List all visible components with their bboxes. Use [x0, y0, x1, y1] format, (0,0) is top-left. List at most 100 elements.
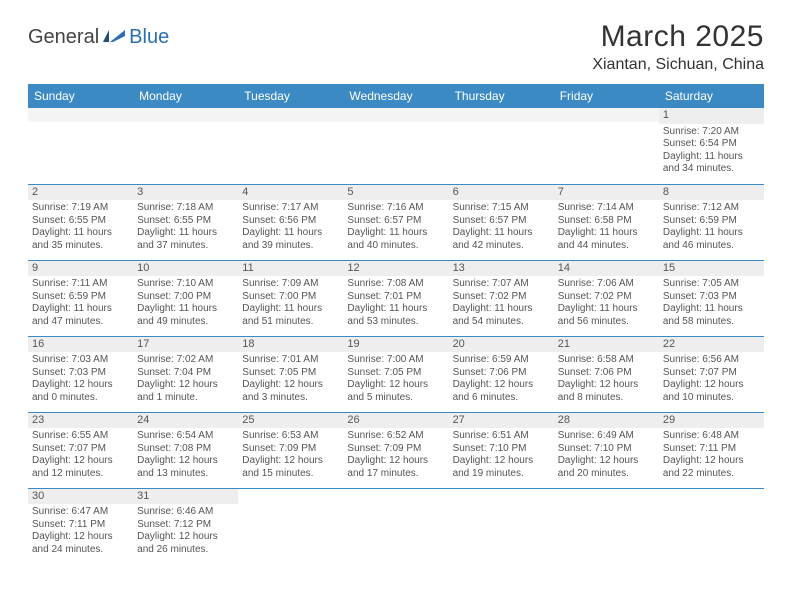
sunset-text: Sunset: 7:03 PM — [663, 291, 760, 304]
day-number: 9 — [28, 261, 133, 277]
day-number: 7 — [554, 185, 659, 201]
day-number: 3 — [133, 185, 238, 201]
daylight-text: Daylight: 12 hours — [32, 455, 129, 468]
page-header: General Blue March 2025 Xiantan, Sichuan… — [28, 20, 764, 74]
sunset-text: Sunset: 6:55 PM — [32, 215, 129, 228]
page-title: March 2025 — [592, 20, 764, 54]
daylight-text: Daylight: 11 hours — [347, 227, 444, 240]
day-header-row: SundayMondayTuesdayWednesdayThursdayFrid… — [28, 84, 764, 108]
calendar-cell — [554, 488, 659, 564]
sunrise-text: Sunrise: 6:47 AM — [32, 506, 129, 519]
sunrise-text: Sunrise: 7:08 AM — [347, 278, 444, 291]
day-number: 29 — [659, 413, 764, 429]
sunrise-text: Sunrise: 7:05 AM — [663, 278, 760, 291]
daylight-text: and 24 minutes. — [32, 544, 129, 557]
day-number: 20 — [449, 337, 554, 353]
daylight-text: Daylight: 12 hours — [663, 455, 760, 468]
sunrise-text: Sunrise: 7:12 AM — [663, 202, 760, 215]
daylight-text: and 3 minutes. — [242, 392, 339, 405]
day-number: 10 — [133, 261, 238, 277]
sunset-text: Sunset: 6:58 PM — [558, 215, 655, 228]
location-label: Xiantan, Sichuan, China — [592, 56, 764, 74]
calendar-cell — [343, 108, 448, 184]
daylight-text: and 46 minutes. — [663, 240, 760, 253]
sunrise-text: Sunrise: 7:15 AM — [453, 202, 550, 215]
day-number: 21 — [554, 337, 659, 353]
calendar-cell: 13Sunrise: 7:07 AMSunset: 7:02 PMDayligh… — [449, 260, 554, 336]
logo-text-1: General — [28, 26, 99, 49]
sunset-text: Sunset: 6:54 PM — [663, 138, 760, 151]
day-header: Thursday — [449, 84, 554, 108]
sunset-text: Sunset: 7:08 PM — [137, 443, 234, 456]
calendar-cell: 15Sunrise: 7:05 AMSunset: 7:03 PMDayligh… — [659, 260, 764, 336]
daylight-text: Daylight: 11 hours — [453, 303, 550, 316]
daylight-text: and 6 minutes. — [453, 392, 550, 405]
calendar-cell: 11Sunrise: 7:09 AMSunset: 7:00 PMDayligh… — [238, 260, 343, 336]
calendar-cell — [343, 488, 448, 564]
calendar-cell: 31Sunrise: 6:46 AMSunset: 7:12 PMDayligh… — [133, 488, 238, 564]
daylight-text: Daylight: 11 hours — [663, 303, 760, 316]
sunrise-text: Sunrise: 7:01 AM — [242, 354, 339, 367]
sunrise-text: Sunrise: 7:09 AM — [242, 278, 339, 291]
day-number: 14 — [554, 261, 659, 277]
day-number: 4 — [238, 185, 343, 201]
calendar-cell: 27Sunrise: 6:51 AMSunset: 7:10 PMDayligh… — [449, 412, 554, 488]
calendar-cell: 29Sunrise: 6:48 AMSunset: 7:11 PMDayligh… — [659, 412, 764, 488]
daylight-text: and 10 minutes. — [663, 392, 760, 405]
daylight-text: and 39 minutes. — [242, 240, 339, 253]
day-number: 13 — [449, 261, 554, 277]
daylight-text: and 37 minutes. — [137, 240, 234, 253]
daylight-text: Daylight: 12 hours — [32, 531, 129, 544]
calendar-cell — [238, 488, 343, 564]
calendar-cell: 21Sunrise: 6:58 AMSunset: 7:06 PMDayligh… — [554, 336, 659, 412]
sunset-text: Sunset: 6:59 PM — [663, 215, 760, 228]
daylight-text: and 47 minutes. — [32, 316, 129, 329]
daylight-text: and 40 minutes. — [347, 240, 444, 253]
day-number: 2 — [28, 185, 133, 201]
daylight-text: Daylight: 12 hours — [663, 379, 760, 392]
daylight-text: and 26 minutes. — [137, 544, 234, 557]
calendar-cell: 7Sunrise: 7:14 AMSunset: 6:58 PMDaylight… — [554, 184, 659, 260]
sunset-text: Sunset: 7:11 PM — [663, 443, 760, 456]
calendar-cell: 19Sunrise: 7:00 AMSunset: 7:05 PMDayligh… — [343, 336, 448, 412]
sunrise-text: Sunrise: 7:14 AM — [558, 202, 655, 215]
sunset-text: Sunset: 7:03 PM — [32, 367, 129, 380]
daylight-text: and 58 minutes. — [663, 316, 760, 329]
calendar-week: 2Sunrise: 7:19 AMSunset: 6:55 PMDaylight… — [28, 184, 764, 260]
day-number: 28 — [554, 413, 659, 429]
day-number: 26 — [343, 413, 448, 429]
sunset-text: Sunset: 7:05 PM — [242, 367, 339, 380]
sunrise-text: Sunrise: 6:53 AM — [242, 430, 339, 443]
empty-day — [28, 108, 133, 122]
daylight-text: Daylight: 11 hours — [453, 227, 550, 240]
calendar-cell: 4Sunrise: 7:17 AMSunset: 6:56 PMDaylight… — [238, 184, 343, 260]
daylight-text: Daylight: 12 hours — [453, 455, 550, 468]
title-block: March 2025 Xiantan, Sichuan, China — [592, 20, 764, 74]
sunrise-text: Sunrise: 6:52 AM — [347, 430, 444, 443]
sunset-text: Sunset: 7:06 PM — [453, 367, 550, 380]
day-number: 1 — [659, 108, 764, 124]
daylight-text: Daylight: 12 hours — [137, 455, 234, 468]
daylight-text: and 12 minutes. — [32, 468, 129, 481]
day-header: Sunday — [28, 84, 133, 108]
daylight-text: Daylight: 11 hours — [32, 303, 129, 316]
day-number: 5 — [343, 185, 448, 201]
sunset-text: Sunset: 6:59 PM — [32, 291, 129, 304]
day-number: 15 — [659, 261, 764, 277]
day-number: 24 — [133, 413, 238, 429]
calendar-cell: 1Sunrise: 7:20 AMSunset: 6:54 PMDaylight… — [659, 108, 764, 184]
daylight-text: Daylight: 11 hours — [32, 227, 129, 240]
sunrise-text: Sunrise: 7:20 AM — [663, 126, 760, 139]
sunset-text: Sunset: 7:00 PM — [242, 291, 339, 304]
day-number: 22 — [659, 337, 764, 353]
sunrise-text: Sunrise: 6:55 AM — [32, 430, 129, 443]
sunrise-text: Sunrise: 7:11 AM — [32, 278, 129, 291]
sunrise-text: Sunrise: 6:59 AM — [453, 354, 550, 367]
sunset-text: Sunset: 7:10 PM — [558, 443, 655, 456]
daylight-text: Daylight: 12 hours — [453, 379, 550, 392]
sunrise-text: Sunrise: 7:17 AM — [242, 202, 339, 215]
sunrise-text: Sunrise: 7:06 AM — [558, 278, 655, 291]
calendar-cell: 30Sunrise: 6:47 AMSunset: 7:11 PMDayligh… — [28, 488, 133, 564]
calendar-cell — [133, 108, 238, 184]
empty-day — [554, 108, 659, 122]
